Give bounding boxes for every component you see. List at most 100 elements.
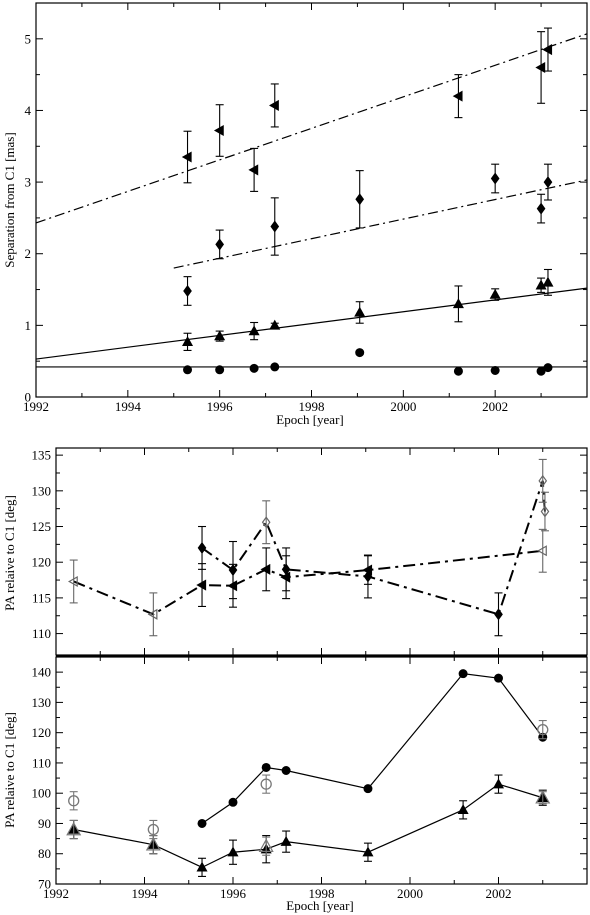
- data-point: [196, 861, 208, 872]
- data-point: [490, 172, 500, 185]
- data-point: [542, 276, 554, 287]
- data-point: [182, 336, 194, 347]
- y-tick-label: 3: [25, 175, 32, 190]
- fit-line: [35, 287, 588, 360]
- x-tick-label: 1994: [132, 886, 159, 901]
- data-point: [537, 545, 547, 557]
- data-point: [537, 723, 549, 736]
- data-point: [68, 795, 80, 807]
- y-tick-label: 110: [32, 626, 51, 641]
- x-tick-label: 1998: [299, 399, 325, 414]
- plot-frame: [55, 447, 588, 656]
- data-point: [280, 571, 291, 583]
- x-tick-label: 2000: [397, 886, 423, 901]
- series-line: [73, 549, 543, 616]
- data-point: [535, 790, 551, 804]
- data-point: [280, 835, 292, 846]
- data-point: [183, 284, 192, 298]
- separation-panel: Separation from C1 [mas] Epoch [year] 19…: [2, 2, 588, 427]
- data-point: [261, 762, 271, 772]
- y-axis-label: PA relaive to C1 [deg]: [2, 495, 17, 611]
- data-point: [452, 90, 463, 102]
- y-tick-label: 135: [32, 448, 52, 463]
- y-axis-label: PA relaive to C1 [deg]: [2, 712, 17, 828]
- data-point: [458, 669, 468, 679]
- pa-lower-panel: PA relaive to C1 [deg] Epoch [year] 1992…: [2, 656, 588, 913]
- data-point: [540, 505, 550, 518]
- data-point: [536, 366, 546, 376]
- data-point: [228, 797, 238, 807]
- y-tick-label: 110: [32, 755, 51, 770]
- data-point: [535, 279, 547, 290]
- data-point: [542, 44, 553, 56]
- y-axis-label: Separation from C1 [mas]: [2, 132, 17, 267]
- data-point: [147, 823, 160, 836]
- data-point: [213, 124, 224, 137]
- y-tick-label: 125: [32, 519, 52, 534]
- data-point: [457, 804, 469, 815]
- data-point: [269, 99, 279, 111]
- x-axis-label: Epoch [year]: [286, 898, 354, 913]
- data-point: [281, 766, 291, 775]
- x-tick-label: 2002: [486, 886, 512, 901]
- y-tick-label: 140: [32, 665, 52, 680]
- data-point: [214, 330, 226, 341]
- y-tick-label: 70: [38, 877, 51, 892]
- data-point: [181, 151, 192, 163]
- plot-frame: [55, 656, 588, 885]
- data-point: [260, 563, 271, 575]
- y-tick-label: 115: [32, 590, 51, 605]
- data-point: [363, 784, 373, 794]
- data-point: [489, 288, 501, 299]
- x-tick-label: 1994: [115, 399, 142, 414]
- data-point: [494, 608, 503, 621]
- data-point: [258, 838, 274, 852]
- data-point: [452, 298, 464, 309]
- data-point: [249, 363, 259, 373]
- data-point: [355, 348, 365, 358]
- data-point: [453, 366, 463, 376]
- data-point: [196, 579, 207, 591]
- data-point: [261, 516, 271, 529]
- data-point: [197, 818, 207, 828]
- data-point: [260, 778, 272, 790]
- x-tick-label: 1996: [220, 886, 247, 901]
- data-point: [197, 541, 207, 554]
- data-point: [215, 238, 225, 251]
- y-tick-label: 4: [25, 103, 32, 118]
- data-point: [270, 362, 280, 372]
- y-tick-label: 130: [32, 695, 52, 710]
- x-tick-label: 2002: [482, 399, 508, 414]
- data-point: [543, 176, 553, 189]
- series-line: [201, 673, 544, 824]
- data-point: [362, 564, 373, 576]
- data-point: [183, 365, 193, 375]
- data-point: [543, 363, 553, 373]
- data-point: [227, 846, 239, 857]
- y-tick-label: 1: [25, 318, 32, 333]
- x-tick-label: 1992: [43, 886, 69, 901]
- y-tick-label: 80: [38, 846, 51, 861]
- data-point: [215, 365, 225, 375]
- x-tick-label: 1996: [207, 399, 234, 414]
- y-tick-label: 90: [38, 816, 51, 831]
- data-point: [248, 164, 259, 176]
- y-tick-label: 120: [32, 555, 52, 570]
- data-point: [538, 474, 548, 487]
- pa-upper-panel: PA relaive to C1 [deg] 110 115 120 125 130 13…: [2, 447, 588, 656]
- data-point: [494, 673, 503, 683]
- x-tick-label: 1992: [23, 399, 49, 414]
- data-point: [270, 220, 280, 233]
- series-line: [201, 480, 546, 616]
- data-point: [535, 61, 546, 73]
- data-point: [362, 846, 374, 857]
- data-point: [355, 193, 365, 206]
- x-tick-label: 1998: [309, 886, 335, 901]
- data-point: [269, 319, 281, 330]
- y-tick-label: 120: [32, 725, 52, 740]
- x-tick-label: 2000: [390, 399, 416, 414]
- data-point: [536, 202, 546, 215]
- data-point: [490, 365, 500, 375]
- series-line: [73, 783, 543, 869]
